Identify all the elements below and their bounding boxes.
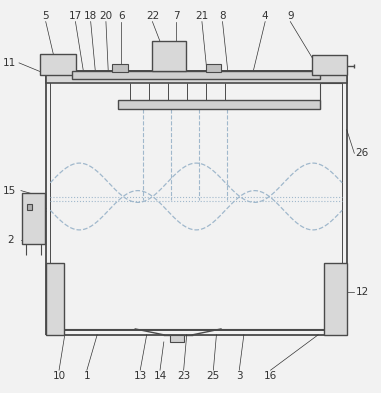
Text: 3: 3 <box>236 371 243 382</box>
Bar <box>324 263 347 335</box>
Text: 22: 22 <box>146 11 159 21</box>
Text: 10: 10 <box>53 371 66 382</box>
Bar <box>46 263 64 335</box>
Text: 11: 11 <box>3 58 16 68</box>
Text: 4: 4 <box>262 11 269 21</box>
Text: 8: 8 <box>219 11 226 21</box>
Text: 16: 16 <box>264 371 277 382</box>
Bar <box>22 193 45 244</box>
Text: 13: 13 <box>134 371 147 382</box>
Text: 12: 12 <box>355 286 368 297</box>
Bar <box>206 64 221 72</box>
Bar <box>40 54 76 75</box>
Text: 5: 5 <box>42 11 49 21</box>
Text: 15: 15 <box>3 185 16 196</box>
Bar <box>312 55 347 75</box>
Text: 21: 21 <box>195 11 208 21</box>
Text: 7: 7 <box>173 11 179 21</box>
Bar <box>46 71 347 83</box>
Text: 14: 14 <box>154 371 166 382</box>
Bar <box>72 71 320 79</box>
Text: 18: 18 <box>84 11 97 21</box>
Bar <box>152 41 186 71</box>
Text: 20: 20 <box>99 11 112 21</box>
Text: 26: 26 <box>355 148 368 158</box>
Text: 1: 1 <box>83 371 90 382</box>
Text: 25: 25 <box>207 371 220 382</box>
Text: 23: 23 <box>177 371 190 382</box>
Bar <box>112 64 128 72</box>
Text: 2: 2 <box>7 235 14 245</box>
Text: 6: 6 <box>118 11 125 21</box>
Text: 17: 17 <box>69 11 82 21</box>
Bar <box>27 204 32 210</box>
Bar <box>118 100 320 109</box>
Bar <box>170 335 184 342</box>
Text: 9: 9 <box>287 11 294 21</box>
